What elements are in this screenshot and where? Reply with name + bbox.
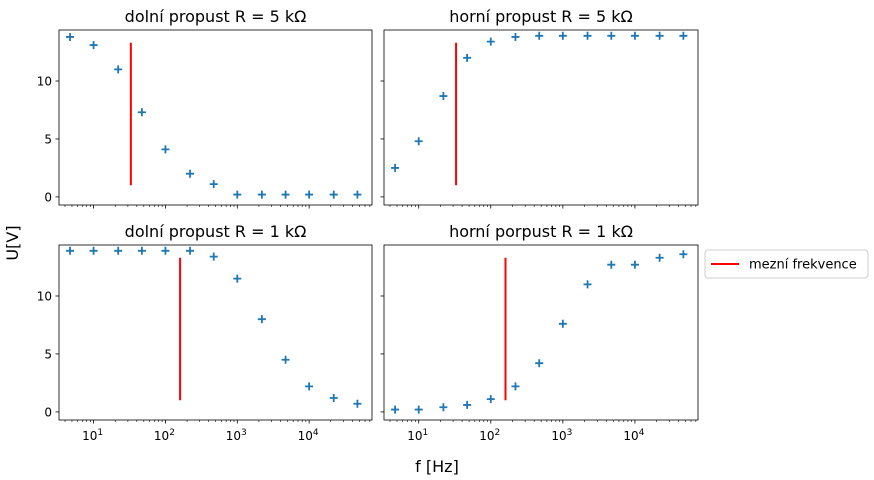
data-point-marker <box>511 382 520 391</box>
data-point-marker <box>558 319 567 328</box>
y-tick-label: 5 <box>44 347 52 361</box>
shared-y-axis-label: U[V] <box>3 225 22 260</box>
data-point-marker <box>161 145 170 154</box>
data-point-marker <box>137 246 146 255</box>
data-point-marker <box>281 190 290 199</box>
y-tick-label: 0 <box>44 190 52 204</box>
subplot-grid: dolní propust R = 5 kΩ 0 5 10 horní propust … <box>37 7 699 443</box>
data-point-marker <box>486 37 495 46</box>
data-point-marker <box>186 246 195 255</box>
data-point-marker <box>463 53 472 62</box>
subplot-title: dolní propust R = 5 kΩ <box>125 7 307 26</box>
data-point-marker <box>329 393 338 402</box>
data-point-marker <box>66 246 75 255</box>
y-tick-label: 5 <box>44 132 52 146</box>
axes-frame <box>58 244 373 421</box>
data-point-marker <box>305 190 314 199</box>
data-point-marker <box>391 163 400 172</box>
data-point-marker <box>655 253 664 262</box>
data-point-marker <box>257 190 266 199</box>
data-point-marker <box>583 280 592 289</box>
data-point-marker <box>439 403 448 412</box>
y-tick-label: 10 <box>37 74 52 88</box>
axes-frame <box>383 29 699 206</box>
data-point-marker <box>511 32 520 41</box>
x-tick-label: 103 <box>226 428 247 443</box>
data-point-marker <box>233 274 242 283</box>
data-point-marker <box>89 41 98 50</box>
subplot-4: horní porpust R = 1 kΩ 101 102 103 104 <box>380 222 699 443</box>
data-point-marker <box>89 246 98 255</box>
data-point-marker <box>391 405 400 414</box>
data-point-marker <box>114 65 123 74</box>
data-point-marker <box>414 405 423 414</box>
data-point-marker <box>679 250 688 259</box>
data-point-marker <box>535 359 544 368</box>
data-point-marker <box>186 169 195 178</box>
data-point-marker <box>463 400 472 409</box>
subplot-title: horní porpust R = 1 kΩ <box>449 222 633 241</box>
subplot-1: dolní propust R = 5 kΩ 0 5 10 <box>37 7 373 209</box>
data-point-marker <box>607 31 616 40</box>
data-point-marker <box>305 382 314 391</box>
legend: mezní frekvence <box>704 249 869 279</box>
data-point-marker <box>257 315 266 324</box>
data-point-marker <box>655 31 664 40</box>
subplot-3: dolní propust R = 1 kΩ 101 102 103 104 0 5 10 <box>37 222 373 443</box>
subplot-2: horní propust R = 5 kΩ <box>380 7 699 209</box>
data-point-marker <box>161 246 170 255</box>
data-point-marker <box>233 190 242 199</box>
data-point-marker <box>535 31 544 40</box>
data-point-marker <box>630 31 639 40</box>
x-tick-label: 101 <box>82 428 103 443</box>
data-point-marker <box>583 31 592 40</box>
x-tick-label: 102 <box>479 428 500 443</box>
subplot-title: horní propust R = 5 kΩ <box>449 7 633 26</box>
x-tick-label: 104 <box>623 428 644 443</box>
data-point-marker <box>558 31 567 40</box>
axes-frame <box>383 244 699 421</box>
axes-frame <box>58 29 373 206</box>
legend-cutoff-label: mezní frekvence <box>749 258 857 273</box>
data-point-marker <box>439 92 448 101</box>
data-point-marker <box>281 355 290 364</box>
x-tick-label: 104 <box>298 428 319 443</box>
y-tick-label: 10 <box>37 289 52 303</box>
data-point-marker <box>66 32 75 41</box>
x-tick-label: 101 <box>407 428 428 443</box>
shared-x-axis-label: f [Hz] <box>415 457 459 476</box>
data-point-marker <box>607 260 616 269</box>
data-point-marker <box>329 190 338 199</box>
y-tick-label: 0 <box>44 405 52 419</box>
data-point-marker <box>630 260 639 269</box>
data-point-marker <box>414 137 423 146</box>
data-point-marker <box>353 399 362 408</box>
data-point-marker <box>353 190 362 199</box>
legend-frame <box>704 249 869 279</box>
data-point-marker <box>679 31 688 40</box>
data-point-marker <box>209 252 218 261</box>
data-point-marker <box>137 108 146 117</box>
data-point-marker <box>114 246 123 255</box>
subplot-title: dolní propust R = 1 kΩ <box>125 222 307 241</box>
x-tick-label: 102 <box>154 428 175 443</box>
x-tick-label: 103 <box>551 428 572 443</box>
data-point-marker <box>209 180 218 189</box>
data-point-marker <box>486 395 495 404</box>
